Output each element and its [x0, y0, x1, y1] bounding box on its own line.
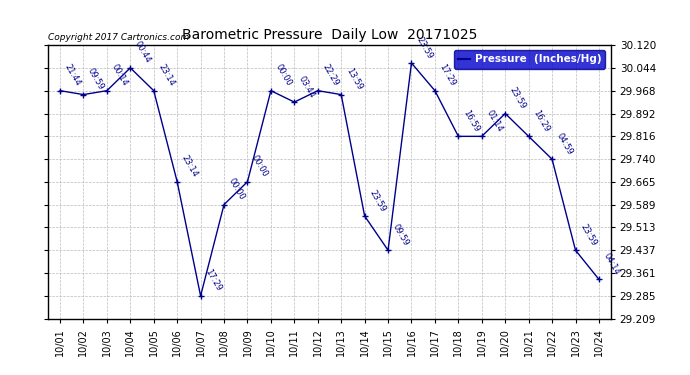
Text: 21:44: 21:44 — [63, 63, 83, 88]
Text: Copyright 2017 Cartronics.com: Copyright 2017 Cartronics.com — [48, 33, 190, 42]
Text: 03:44: 03:44 — [297, 74, 317, 99]
Text: 04:59: 04:59 — [555, 131, 575, 156]
Text: 00:00: 00:00 — [227, 177, 246, 202]
Text: 23:59: 23:59 — [367, 188, 387, 213]
Legend: Pressure  (Inches/Hg): Pressure (Inches/Hg) — [454, 50, 605, 69]
Text: 00:44: 00:44 — [133, 40, 152, 65]
Text: 04:14: 04:14 — [602, 252, 622, 277]
Text: 22:29: 22:29 — [321, 63, 340, 88]
Text: 01:14: 01:14 — [484, 108, 504, 134]
Text: 09:59: 09:59 — [86, 67, 106, 92]
Text: 17:29: 17:29 — [204, 268, 223, 293]
Text: 23:14: 23:14 — [180, 154, 199, 179]
Text: 23:59: 23:59 — [578, 222, 598, 248]
Text: 00:00: 00:00 — [274, 63, 293, 88]
Text: 13:59: 13:59 — [344, 67, 364, 92]
Text: 23:59: 23:59 — [414, 35, 434, 60]
Text: 17:29: 17:29 — [437, 63, 457, 88]
Text: 23:14: 23:14 — [157, 63, 176, 88]
Text: 16:29: 16:29 — [531, 108, 551, 134]
Text: 23:59: 23:59 — [508, 86, 528, 111]
Text: 16:59: 16:59 — [461, 108, 481, 134]
Text: 00:14: 00:14 — [110, 63, 129, 88]
Text: 09:59: 09:59 — [391, 222, 411, 248]
Text: 00:00: 00:00 — [250, 154, 270, 179]
Title: Barometric Pressure  Daily Low  20171025: Barometric Pressure Daily Low 20171025 — [181, 28, 477, 42]
